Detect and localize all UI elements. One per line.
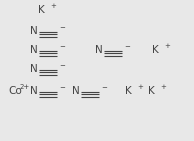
Text: −: − [59,44,65,50]
Text: N: N [72,86,80,96]
Text: +: + [160,84,166,90]
Text: +: + [50,3,56,9]
Text: N: N [30,64,38,74]
Text: N: N [95,45,103,55]
Text: K: K [125,86,132,96]
Text: −: − [59,63,65,69]
Text: −: − [59,25,65,31]
Text: N: N [30,26,38,36]
Text: N: N [30,86,38,96]
Text: −: − [101,85,107,91]
Text: K: K [148,86,155,96]
Text: K: K [38,5,45,15]
Text: K: K [152,45,159,55]
Text: Co: Co [8,86,22,96]
Text: N: N [30,45,38,55]
Text: 2+: 2+ [20,84,30,90]
Text: +: + [137,84,143,90]
Text: −: − [59,85,65,91]
Text: −: − [124,44,130,50]
Text: +: + [164,43,170,49]
